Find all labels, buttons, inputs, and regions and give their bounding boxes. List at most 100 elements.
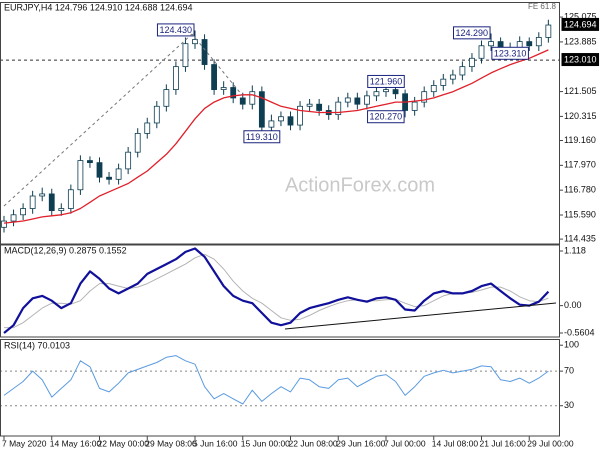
candle-body	[144, 122, 151, 134]
annotation: 124.430	[159, 25, 192, 35]
projection-line	[191, 33, 243, 96]
fib-label: FE 61.8	[528, 2, 557, 11]
y-tick-label: 1.118	[564, 245, 586, 255]
candle-body	[134, 133, 141, 153]
candle-body	[106, 176, 112, 180]
y-tick-label: 117.970	[564, 160, 596, 170]
annotation: 120.270	[370, 112, 403, 122]
x-tick-label: 29 Jun 16:00	[336, 438, 385, 448]
x-tick-label: 22 May 00:00	[98, 438, 150, 448]
annotation-group: 124.430	[156, 23, 195, 37]
x-tick-label: 21 Jul 16:00	[480, 438, 527, 448]
annotation: 121.960	[370, 76, 403, 86]
candle-body	[373, 91, 380, 97]
annotation-box	[243, 130, 281, 144]
x-tick-label: 15 Jun 00:00	[241, 438, 290, 448]
candle-body	[268, 120, 275, 128]
annotation-group: 124.290	[453, 26, 491, 40]
candle-body	[67, 189, 74, 209]
annotation: 123.310	[494, 48, 527, 58]
candle-body	[469, 57, 475, 68]
candle-body	[239, 97, 246, 105]
candle-body	[249, 91, 256, 105]
candle-body	[344, 97, 351, 103]
candle-body	[354, 97, 361, 105]
x-tick-label: 14 May 16:00	[50, 438, 102, 448]
candle-body	[48, 193, 55, 212]
macd-panel-frame	[0, 244, 560, 338]
x-tick-label: 7 May 2020	[2, 438, 47, 448]
y-tick-label: 125.075	[564, 11, 597, 21]
watermark: ActionForex.com	[285, 174, 435, 196]
y-tick-label: 115.590	[564, 209, 596, 219]
candle-body	[258, 91, 265, 128]
candle-body	[172, 66, 179, 90]
candle-body	[230, 87, 237, 99]
moving-average	[3, 49, 549, 224]
y-tick-label: 70	[564, 366, 574, 376]
candle-body	[39, 193, 46, 197]
candle-body	[163, 89, 170, 107]
candle-body	[363, 95, 370, 105]
candle-body	[306, 103, 313, 107]
rsi-panel-frame	[0, 339, 560, 437]
plot-layer: 125.075 123.885 121.505 120.315 119.160 117.9…	[0, 11, 600, 448]
y-tick-label: 0.00	[564, 300, 582, 310]
annotation-box	[367, 74, 405, 88]
price-title: EURJPY,H4 124.796 124.910 124.688 124.69…	[4, 2, 193, 12]
candle-body	[488, 41, 494, 47]
candle-body	[287, 116, 294, 126]
candle-body	[411, 101, 418, 111]
candle-body	[211, 64, 218, 90]
candle-body	[526, 41, 533, 47]
annotation-box	[491, 46, 529, 60]
candle-body	[96, 162, 103, 178]
candle-body	[383, 89, 389, 93]
candle-body	[459, 66, 466, 76]
annotation: 119.310	[246, 132, 278, 142]
candle-body	[1, 220, 7, 228]
annotation-box	[156, 23, 195, 37]
candle-body	[316, 103, 323, 111]
candle-body	[297, 105, 303, 126]
candle-body	[430, 85, 437, 93]
y-tick-label: 100	[564, 340, 579, 350]
last-price: 124.694	[564, 19, 597, 29]
annotation-group: 119.310	[243, 130, 281, 144]
level-label: 123.010	[564, 55, 597, 65]
annotation-group: 120.270	[367, 110, 405, 124]
candle-body	[87, 160, 93, 164]
y-tick-label: 120.315	[564, 111, 597, 121]
y-tick-label: 114.435	[564, 233, 596, 243]
candle-body	[115, 168, 122, 180]
candle-body	[545, 24, 552, 38]
candle-body	[449, 74, 456, 80]
candle-body	[201, 39, 208, 65]
y-tick-label: 119.160	[564, 135, 596, 145]
candle-body	[278, 116, 284, 122]
candle-body	[192, 39, 198, 45]
price-panel-frame	[0, 2, 560, 245]
candle-body	[440, 78, 447, 86]
candle-body	[478, 45, 485, 59]
y-tick-label: 116.780	[564, 185, 596, 195]
rsi-line	[3, 355, 549, 405]
candle-body	[58, 208, 65, 212]
y-tick-label: 123.885	[564, 36, 597, 46]
candle-body	[153, 105, 160, 124]
level-label-group: 123.010	[561, 53, 600, 67]
annotation-box	[453, 26, 491, 40]
candle-body	[535, 37, 542, 47]
candle-body	[392, 89, 399, 95]
macd-line	[3, 247, 550, 334]
candle-body	[220, 87, 227, 90]
trend-line	[3, 33, 193, 207]
annotation: 124.290	[456, 28, 489, 38]
y-tick-label: 121.505	[564, 86, 597, 96]
candle-body	[77, 160, 84, 191]
x-tick-label: 22 Jun 08:00	[289, 438, 338, 448]
macd-trend-line	[284, 302, 557, 330]
y-tick-label: 30	[564, 400, 574, 410]
